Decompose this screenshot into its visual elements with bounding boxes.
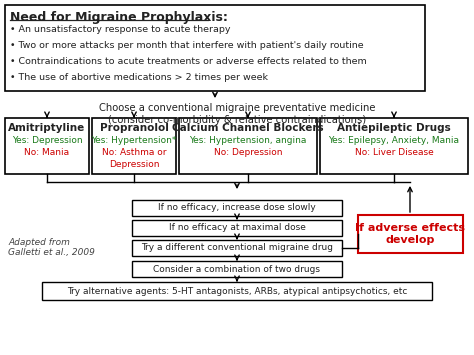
Bar bbox=[42, 282, 432, 300]
Bar bbox=[132, 240, 342, 256]
Text: Yes: Depression: Yes: Depression bbox=[12, 136, 82, 145]
Text: • The use of abortive medications > 2 times per week: • The use of abortive medications > 2 ti… bbox=[10, 73, 268, 82]
Text: • Contraindications to acute treatments or adverse effects related to them: • Contraindications to acute treatments … bbox=[10, 57, 367, 66]
Text: Try alternative agents: 5-HT antagonists, ARBs, atypical antipsychotics, etc: Try alternative agents: 5-HT antagonists… bbox=[67, 286, 407, 295]
Text: If no efficacy at maximal dose: If no efficacy at maximal dose bbox=[169, 224, 305, 233]
Text: Calcium Channel Blockers: Calcium Channel Blockers bbox=[172, 123, 324, 133]
Text: Adapted from
Galletti et al., 2009: Adapted from Galletti et al., 2009 bbox=[8, 238, 95, 257]
Bar bbox=[132, 200, 342, 216]
Text: • An unsatisfactory response to acute therapy: • An unsatisfactory response to acute th… bbox=[10, 25, 230, 34]
Bar bbox=[320, 118, 468, 174]
Bar bbox=[358, 215, 463, 253]
Text: No: Mania: No: Mania bbox=[25, 148, 70, 157]
Text: No: Depression: No: Depression bbox=[214, 148, 282, 157]
Bar bbox=[132, 220, 342, 236]
Text: Yes: Hypertension, angina: Yes: Hypertension, angina bbox=[189, 136, 307, 145]
Text: If adverse effects
develop: If adverse effects develop bbox=[355, 223, 465, 245]
Text: Consider a combination of two drugs: Consider a combination of two drugs bbox=[154, 264, 320, 273]
Text: Need for Migraine Prophylaxis:: Need for Migraine Prophylaxis: bbox=[10, 11, 228, 24]
Text: • Two or more attacks per month that interfere with patient's daily routine: • Two or more attacks per month that int… bbox=[10, 41, 364, 50]
Bar bbox=[92, 118, 176, 174]
Text: No: Asthma or: No: Asthma or bbox=[102, 148, 166, 157]
Bar bbox=[179, 118, 317, 174]
Bar bbox=[5, 118, 89, 174]
Text: Antiepileptic Drugs: Antiepileptic Drugs bbox=[337, 123, 451, 133]
Text: If no efficacy, increase dose slowly: If no efficacy, increase dose slowly bbox=[158, 203, 316, 213]
Bar bbox=[5, 5, 425, 91]
Text: Yes: Epilepsy, Anxiety, Mania: Yes: Epilepsy, Anxiety, Mania bbox=[328, 136, 459, 145]
Text: Yes: Hypertension*: Yes: Hypertension* bbox=[91, 136, 177, 145]
Text: Choose a conventional migraine preventative medicine
(consider co-morbidity & re: Choose a conventional migraine preventat… bbox=[99, 103, 375, 125]
Text: Amitriptyline: Amitriptyline bbox=[9, 123, 86, 133]
Text: Try a different conventional migraine drug: Try a different conventional migraine dr… bbox=[141, 244, 333, 252]
Bar bbox=[132, 261, 342, 277]
Text: Depression: Depression bbox=[109, 160, 159, 169]
Text: Propranolol: Propranolol bbox=[100, 123, 168, 133]
Text: No: Liver Disease: No: Liver Disease bbox=[355, 148, 433, 157]
